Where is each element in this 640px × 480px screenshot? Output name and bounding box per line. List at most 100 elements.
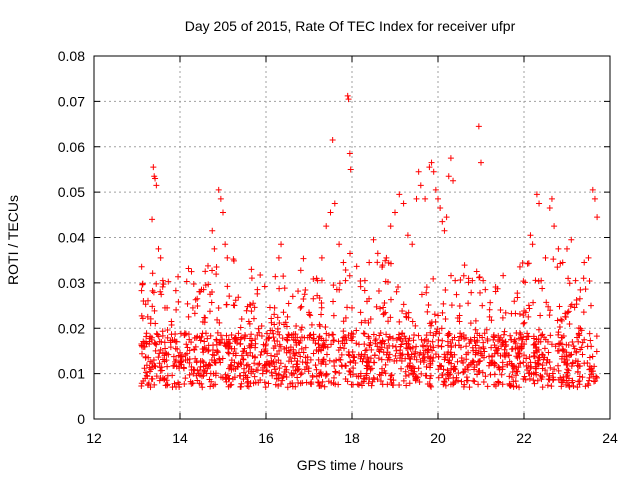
data-point [257, 351, 264, 358]
data-point [563, 341, 570, 348]
data-point [475, 350, 482, 357]
data-point [573, 349, 580, 356]
data-point [418, 370, 425, 377]
data-point [252, 344, 259, 351]
data-point [318, 254, 325, 261]
data-point [369, 378, 376, 385]
data-point [223, 332, 230, 339]
data-point [350, 371, 357, 378]
data-point [438, 343, 445, 350]
data-point [150, 164, 157, 171]
data-point [559, 347, 566, 354]
data-point [558, 383, 565, 390]
data-point [525, 302, 532, 309]
data-point [346, 352, 353, 359]
data-point [424, 308, 431, 315]
data-point [204, 262, 211, 269]
data-point [390, 382, 397, 389]
data-point [393, 347, 400, 354]
data-point [287, 380, 294, 387]
data-point [159, 328, 166, 335]
data-point [428, 383, 435, 390]
data-point [316, 321, 323, 328]
data-point [489, 360, 496, 367]
data-point [235, 330, 242, 337]
data-point [520, 320, 527, 327]
data-point [298, 326, 305, 333]
data-point [261, 379, 268, 386]
data-point [257, 271, 264, 278]
data-point [463, 374, 470, 381]
data-point [365, 380, 372, 387]
data-point [361, 287, 368, 294]
data-point [436, 330, 443, 337]
data-point [323, 337, 330, 344]
data-point [423, 284, 430, 291]
data-point [248, 337, 255, 344]
data-point [486, 306, 493, 313]
data-point [162, 345, 169, 352]
data-point [435, 374, 442, 381]
data-point [343, 337, 350, 344]
data-point [191, 334, 198, 341]
data-point [435, 195, 441, 202]
data-point [211, 357, 218, 364]
data-point [586, 366, 593, 373]
data-point [353, 263, 360, 270]
data-point [405, 371, 412, 378]
data-point [251, 373, 258, 380]
data-point [328, 379, 335, 386]
data-point [456, 302, 463, 309]
data-point [208, 299, 215, 306]
data-point [292, 383, 299, 390]
data-point [302, 344, 309, 351]
data-point [317, 346, 324, 353]
data-point [294, 374, 301, 381]
data-point [435, 353, 442, 360]
data-point [361, 351, 368, 358]
data-point [157, 288, 164, 295]
data-point [396, 335, 403, 342]
data-point [574, 369, 581, 376]
data-point [315, 356, 322, 363]
data-point [295, 379, 302, 386]
data-point [347, 166, 354, 173]
data-point [149, 270, 156, 277]
data-point [586, 330, 593, 337]
data-point [523, 363, 530, 370]
data-point [359, 358, 366, 365]
data-point [427, 329, 434, 336]
data-point [469, 277, 476, 284]
data-point [215, 349, 222, 356]
data-point [277, 360, 284, 367]
data-point [253, 366, 260, 373]
data-point [224, 283, 231, 290]
data-point [464, 364, 471, 371]
data-point [409, 241, 416, 248]
data-point [520, 278, 527, 285]
data-point [248, 308, 255, 315]
data-point [307, 312, 314, 319]
data-point [365, 356, 372, 363]
data-point [506, 373, 513, 380]
data-point [338, 362, 345, 369]
axis-ticks: 12 14 16 18 20 22 24 0 0.01 0.02 0.03 0.04 0.05 0.06 0… [58, 48, 618, 446]
data-point [350, 331, 357, 338]
data-point [227, 382, 234, 389]
data-point [156, 360, 163, 367]
data-point [158, 291, 165, 298]
data-point [267, 327, 274, 334]
data-point [582, 383, 589, 390]
data-point [532, 277, 539, 284]
data-point [536, 354, 543, 361]
data-point [275, 382, 282, 389]
data-point [193, 372, 200, 379]
data-point [144, 373, 151, 380]
data-point [149, 375, 156, 382]
data-point [335, 381, 342, 388]
data-point [439, 337, 446, 344]
data-point [189, 304, 196, 311]
data-point [552, 343, 559, 350]
x-tick-label: 12 [86, 430, 102, 446]
